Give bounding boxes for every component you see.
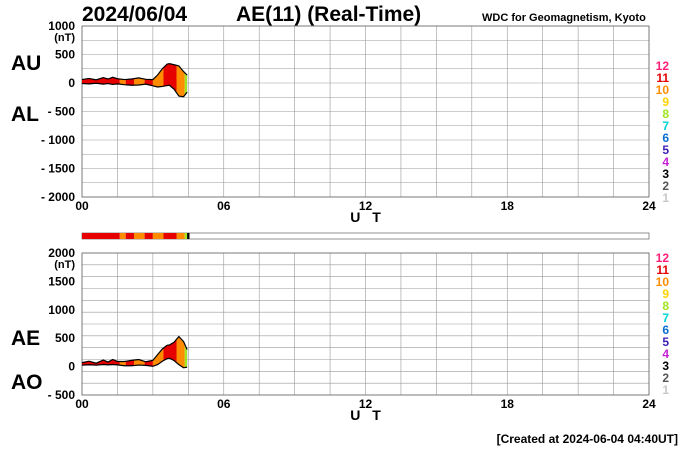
level-label: 11 xyxy=(656,263,669,277)
level-label: 2 xyxy=(662,371,669,385)
ao-label: AO xyxy=(11,371,43,394)
area-band xyxy=(184,63,188,97)
panel-1 xyxy=(81,25,650,198)
level-label: 12 xyxy=(656,59,670,73)
x-tick-label: 18 xyxy=(501,199,515,213)
panel-2 xyxy=(81,252,650,396)
y-unit-label: (nT) xyxy=(54,259,75,271)
x-tick-label: 06 xyxy=(217,397,231,411)
x-tick-label: 06 xyxy=(217,199,231,213)
level-label: 1 xyxy=(662,191,669,205)
level-label: 8 xyxy=(662,299,669,313)
created-timestamp: [Created at 2024-06-04 04:40UT] xyxy=(496,432,678,446)
area-band xyxy=(125,63,134,97)
x-axis-label: U T xyxy=(350,407,385,423)
x-tick-label: 12 xyxy=(359,397,373,411)
plot-date: 2024/06/04 xyxy=(82,3,188,26)
level-label: 3 xyxy=(662,359,669,373)
level-label: 2 xyxy=(662,179,669,193)
x-tick-label: 12 xyxy=(359,199,373,213)
level-label: 12 xyxy=(656,251,670,265)
data-source: WDC for Geomagnetism, Kyoto xyxy=(482,12,646,24)
level-label: 3 xyxy=(662,167,669,181)
y-tick-label: - 500 xyxy=(48,388,76,402)
y-tick-label: - 2000 xyxy=(41,190,75,204)
series-ao xyxy=(81,357,188,369)
x-tick-label: 00 xyxy=(75,397,89,411)
level-label: 5 xyxy=(662,143,669,157)
area-band xyxy=(176,336,185,368)
y-tick-label: - 1500 xyxy=(41,162,75,176)
series-au xyxy=(81,63,188,81)
series-al xyxy=(81,82,188,98)
level-label: 10 xyxy=(656,275,670,289)
activity-bar xyxy=(81,232,650,240)
x-tick-label: 00 xyxy=(75,199,89,213)
y-tick-label: 2000 xyxy=(48,246,75,260)
y-tick-label: 500 xyxy=(55,48,75,62)
y-tick-label: 500 xyxy=(55,331,75,345)
area-band xyxy=(176,63,185,97)
area-band xyxy=(144,63,153,97)
plot-frame xyxy=(81,25,650,198)
level-label: 8 xyxy=(662,107,669,121)
activity-segment xyxy=(125,233,134,239)
area-band xyxy=(184,336,188,368)
au-label: AU xyxy=(11,52,42,75)
al-label: AL xyxy=(11,103,39,126)
activity-segment xyxy=(184,233,188,239)
y-tick-label: - 500 xyxy=(48,105,76,119)
series-ae xyxy=(81,335,188,364)
x-tick-label: 24 xyxy=(642,199,656,213)
area-band xyxy=(119,63,126,97)
ae-label: AE xyxy=(11,327,41,350)
level-label: 4 xyxy=(662,347,669,361)
activity-segment xyxy=(144,233,153,239)
y-tick-label: - 1000 xyxy=(41,133,75,147)
y-unit-label: (nT) xyxy=(54,32,75,44)
x-tick-label: 24 xyxy=(642,397,656,411)
level-label: 4 xyxy=(662,155,669,169)
x-tick-label: 18 xyxy=(501,397,515,411)
plot-title: AE(11) (Real-Time) xyxy=(236,3,422,26)
area-band xyxy=(152,63,164,97)
y-tick-label: 0 xyxy=(68,360,75,374)
plot-frame xyxy=(81,252,650,396)
activity-segment xyxy=(163,233,177,239)
level-label: 6 xyxy=(662,131,669,145)
y-tick-label: 1500 xyxy=(48,274,75,288)
level-label: 7 xyxy=(662,119,669,133)
area-band xyxy=(133,63,145,97)
level-label: 1 xyxy=(662,383,669,397)
y-tick-label: 0 xyxy=(68,76,75,90)
level-label: 6 xyxy=(662,323,669,337)
level-label: 7 xyxy=(662,311,669,325)
level-label: 5 xyxy=(662,335,669,349)
activity-segment xyxy=(82,233,120,239)
level-label: 9 xyxy=(662,95,669,109)
activity-segment xyxy=(133,233,145,239)
y-tick-label: 1000 xyxy=(48,303,75,317)
activity-segment xyxy=(119,233,126,239)
y-tick-label: 1000 xyxy=(48,19,75,33)
level-label: 10 xyxy=(656,83,670,97)
activity-segment xyxy=(176,233,185,239)
activity-segment xyxy=(187,233,190,239)
level-label: 11 xyxy=(656,71,669,85)
activity-segment xyxy=(152,233,164,239)
x-axis-label: U T xyxy=(350,209,385,225)
level-label: 9 xyxy=(662,287,669,301)
